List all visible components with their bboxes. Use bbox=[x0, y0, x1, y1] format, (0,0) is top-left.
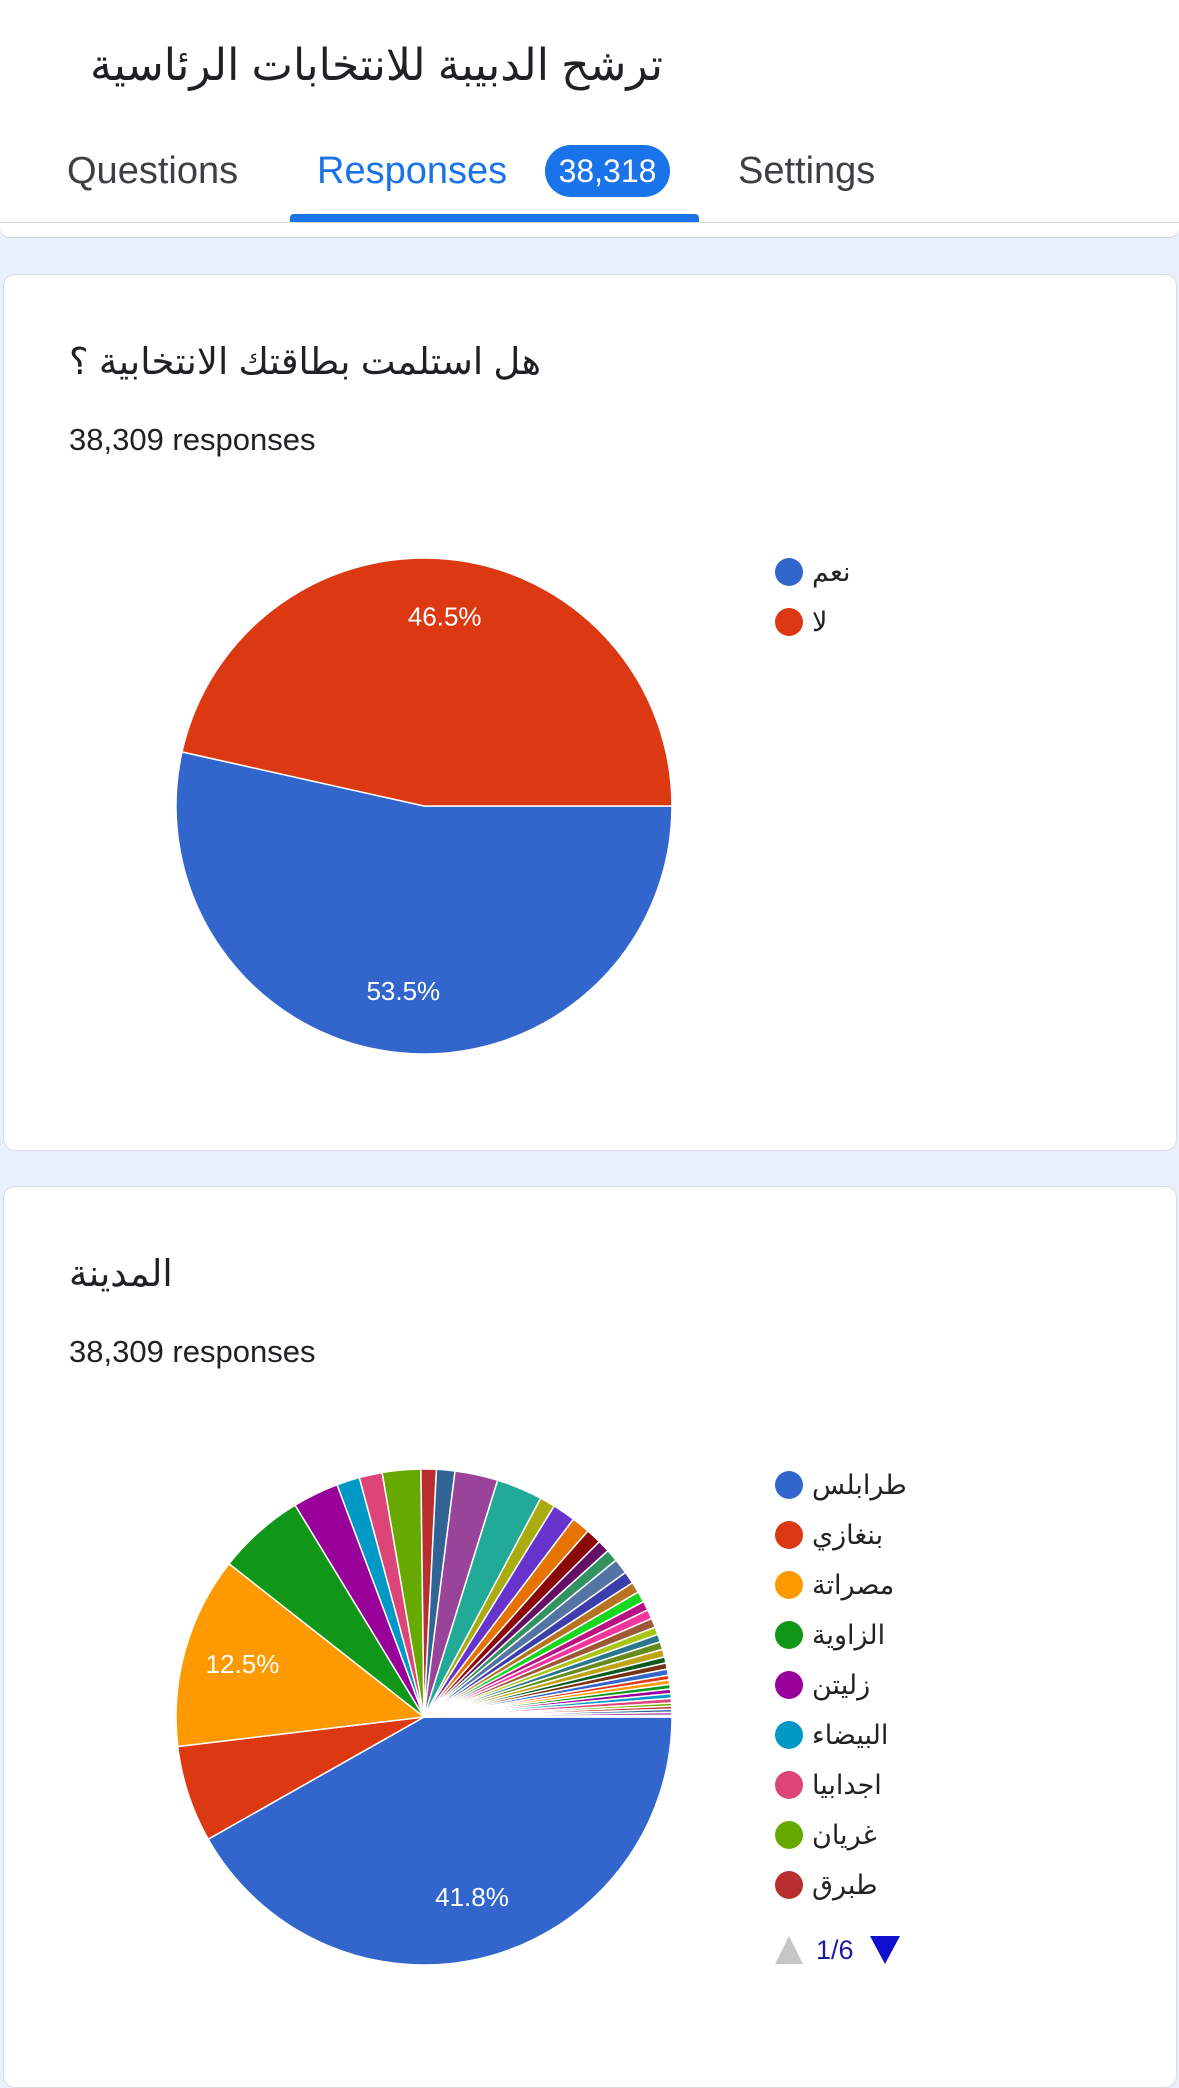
header-shadow bbox=[0, 223, 1179, 238]
question-title: هل استلمت بطاقتك الانتخابية ؟ bbox=[69, 341, 541, 382]
active-tab-indicator bbox=[290, 214, 699, 222]
slice-label: 41.8% bbox=[435, 1882, 509, 1912]
form-title: ترشح الدبيبة للانتخابات الرئاسية bbox=[90, 41, 663, 90]
legend-label: غريان bbox=[812, 1820, 877, 1851]
pie-slice bbox=[207, 1716, 673, 1966]
legend-label: لا bbox=[812, 607, 827, 637]
legend-marker bbox=[775, 1871, 803, 1899]
questions-tab[interactable]: Questions bbox=[67, 150, 239, 192]
legend-marker bbox=[775, 1471, 803, 1499]
question-title: المدينة bbox=[69, 1253, 173, 1294]
pie-slice bbox=[175, 1562, 426, 1748]
response-count-badge: 38,318 bbox=[545, 145, 670, 197]
slice-label: 46.5% bbox=[408, 602, 482, 632]
pie-slice bbox=[181, 557, 673, 807]
legend-label: نعم bbox=[812, 557, 851, 588]
legend-marker bbox=[775, 558, 803, 586]
legend-label: بنغازي bbox=[812, 1520, 883, 1551]
settings-tab[interactable]: Settings bbox=[738, 150, 876, 192]
response-count: 38,309 responses bbox=[69, 1334, 316, 1369]
pie-slice bbox=[423, 1714, 673, 1718]
legend-prev[interactable] bbox=[775, 1936, 803, 1964]
pie-slice bbox=[175, 751, 673, 1055]
pie-chart: 53.5% 46.5% نعم لا bbox=[175, 557, 851, 1055]
legend-marker bbox=[775, 1571, 803, 1599]
slice-label: 12.5% bbox=[206, 1649, 280, 1679]
legend-label: طبرق bbox=[812, 1870, 877, 1901]
pie-chart: 41.8% 12.5% طرابلس بنغازي مصراتة الزاوية زليتن… bbox=[175, 1468, 907, 1966]
responses-tab[interactable]: Responses bbox=[317, 150, 508, 192]
legend-label: زليتن bbox=[812, 1670, 870, 1701]
legend-label: الزاوية bbox=[812, 1620, 885, 1651]
legend-marker bbox=[775, 1521, 803, 1549]
legend-marker bbox=[775, 1671, 803, 1699]
slice-label: 53.5% bbox=[366, 976, 440, 1006]
legend-label: البيضاء bbox=[812, 1720, 888, 1750]
legend-label: مصراتة bbox=[812, 1570, 894, 1601]
legend-marker bbox=[775, 1621, 803, 1649]
legend-marker bbox=[775, 1821, 803, 1849]
legend-page: 1/6 bbox=[816, 1935, 854, 1965]
legend-label: اجدابيا bbox=[812, 1770, 882, 1800]
response-count: 38,309 responses bbox=[69, 422, 316, 457]
legend-next[interactable] bbox=[870, 1936, 900, 1964]
legend-marker bbox=[775, 1771, 803, 1799]
legend-marker bbox=[775, 1721, 803, 1749]
legend-label: طرابلس bbox=[812, 1470, 907, 1501]
legend-marker bbox=[775, 608, 803, 636]
